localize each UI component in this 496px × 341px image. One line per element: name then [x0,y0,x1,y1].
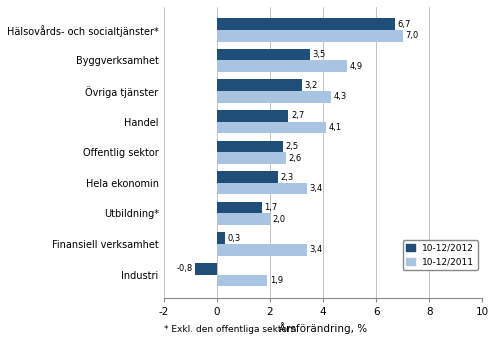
Text: 2,5: 2,5 [286,142,299,151]
Bar [217,30,403,42]
Bar [217,140,283,152]
Text: 6,7: 6,7 [397,19,411,29]
Bar [217,18,395,30]
Bar [217,233,225,244]
Text: 4,9: 4,9 [350,62,363,71]
Text: 0,3: 0,3 [227,234,241,243]
Text: 3,2: 3,2 [305,81,317,90]
Text: 1,7: 1,7 [264,203,278,212]
Text: 3,4: 3,4 [310,245,323,254]
Legend: 10-12/2012, 10-12/2011: 10-12/2012, 10-12/2011 [403,240,478,270]
Text: 2,3: 2,3 [281,173,294,181]
Text: 2,6: 2,6 [289,153,302,163]
Text: 1,9: 1,9 [270,276,283,285]
Text: 7,0: 7,0 [405,31,419,40]
Bar [217,213,270,225]
Bar [217,183,307,194]
Bar [217,275,267,286]
Text: * Exkl. den offentliga sektorn: * Exkl. den offentliga sektorn [164,325,296,333]
Bar [217,244,307,256]
Text: 4,1: 4,1 [328,123,341,132]
Bar [217,171,278,183]
Bar [217,202,262,213]
Bar [195,263,217,275]
Bar [217,110,289,122]
Text: 3,5: 3,5 [312,50,326,59]
X-axis label: Årsförändring, %: Årsförändring, % [279,322,367,334]
Text: -0,8: -0,8 [177,264,193,273]
Bar [217,91,331,103]
Text: 3,4: 3,4 [310,184,323,193]
Bar [217,122,326,133]
Bar [217,79,302,91]
Text: 4,3: 4,3 [334,92,347,101]
Text: 2,0: 2,0 [272,215,286,224]
Text: 2,7: 2,7 [291,112,305,120]
Bar [217,60,347,72]
Bar [217,49,310,60]
Bar [217,152,286,164]
